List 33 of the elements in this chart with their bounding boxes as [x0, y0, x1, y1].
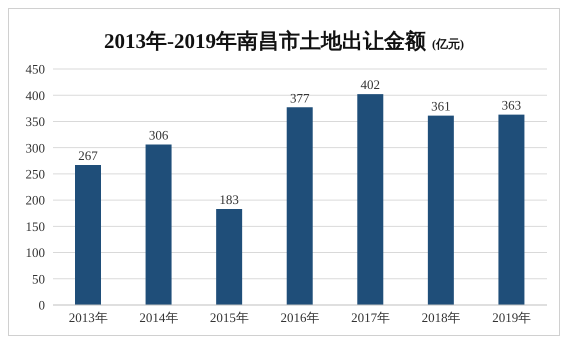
x-tick-label: 2017年	[351, 310, 390, 326]
data-label: 267	[78, 148, 98, 163]
y-tick-label: 150	[26, 218, 45, 234]
y-tick-label: 400	[26, 88, 45, 103]
x-tick-label: 2015年	[210, 310, 249, 326]
bar	[357, 94, 384, 305]
x-tick-label: 2018年	[422, 310, 461, 326]
bar	[286, 107, 313, 305]
chart-subtitle: (亿元)	[432, 37, 464, 51]
y-tick-label: 50	[32, 271, 45, 286]
y-tick-label: 100	[26, 245, 45, 260]
x-tick-label: 2016年	[280, 310, 320, 326]
data-label: 183	[219, 192, 239, 208]
x-tick-label: 2013年	[68, 310, 108, 326]
x-tick-label: 2019年	[492, 310, 532, 326]
data-label: 402	[360, 77, 380, 92]
y-tick-label: 450	[26, 62, 45, 77]
bar	[146, 144, 172, 305]
data-label: 306	[148, 128, 169, 143]
y-tick-label: 250	[26, 166, 45, 182]
y-tick-label: 0	[38, 298, 45, 313]
bar	[498, 114, 524, 305]
data-label: 377	[290, 90, 310, 106]
y-tick-label: 300	[26, 140, 45, 156]
y-tick-label: 200	[26, 192, 45, 208]
bar	[75, 164, 101, 305]
bar	[216, 209, 242, 305]
data-label: 363	[502, 98, 522, 113]
chart-title: 2013年-2019年南昌市土地出让金额	[104, 29, 426, 53]
y-tick-label: 350	[26, 114, 45, 130]
data-label: 361	[431, 98, 451, 114]
bar	[428, 116, 454, 305]
x-tick-label: 2014年	[139, 310, 178, 326]
